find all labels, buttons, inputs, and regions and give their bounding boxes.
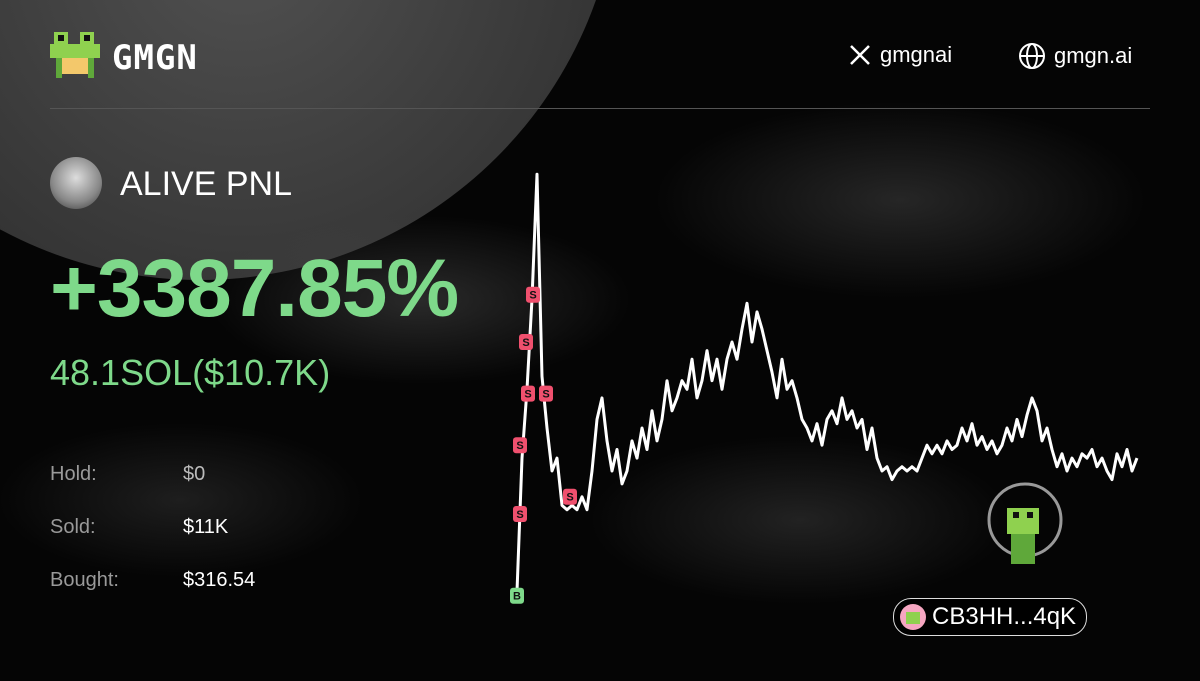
wallet-address: CB3HH...4qK (932, 603, 1077, 630)
trade-marker-label: S (516, 440, 523, 452)
header-divider (50, 108, 1150, 109)
stat-label: Bought: (50, 569, 119, 591)
trade-marker (519, 334, 533, 350)
avatar (50, 157, 102, 209)
stat-value: $0 (183, 463, 206, 485)
trade-marker (513, 506, 527, 522)
trade-marker (513, 437, 527, 454)
pnl-amount: 48.1SOL($10.7K) (50, 352, 331, 393)
trade-marker (510, 587, 524, 604)
website-url: gmgn.ai (1054, 43, 1133, 68)
stat-label: Hold: (50, 463, 97, 485)
trade-marker-label: S (542, 389, 549, 401)
trade-marker (521, 385, 535, 402)
stat-label: Sold: (50, 516, 96, 538)
trade-marker (539, 385, 553, 402)
trade-marker (526, 286, 540, 303)
trade-marker-label: S (524, 389, 531, 401)
trade-marker-label: B (513, 591, 521, 603)
wallet-pill[interactable]: CB3HH...4qK (893, 598, 1088, 636)
price-line (515, 172, 1139, 592)
stat-value: $316.54 (183, 569, 256, 591)
logo-frog (50, 32, 100, 78)
stat-value: $11K (183, 516, 229, 538)
pnl-percent: +3387.85% (50, 243, 459, 334)
x-icon (850, 45, 870, 65)
trade-marker-label: S (516, 509, 523, 521)
trade-marker-label: S (566, 492, 573, 504)
wallet-avatar (900, 604, 926, 630)
website-link[interactable]: gmgn.ai (1018, 42, 1132, 70)
astronaut-frog (987, 482, 1063, 564)
globe-icon (1019, 43, 1045, 69)
twitter-link[interactable]: gmgnai (848, 42, 952, 68)
trade-marker-label: S (522, 337, 529, 349)
brand: GMGN (112, 38, 198, 78)
twitter-handle: gmgnai (880, 42, 953, 67)
trade-marker-label: S (529, 290, 536, 302)
trade-marker (563, 488, 577, 505)
token-name: ALIVE PNL (120, 165, 292, 203)
